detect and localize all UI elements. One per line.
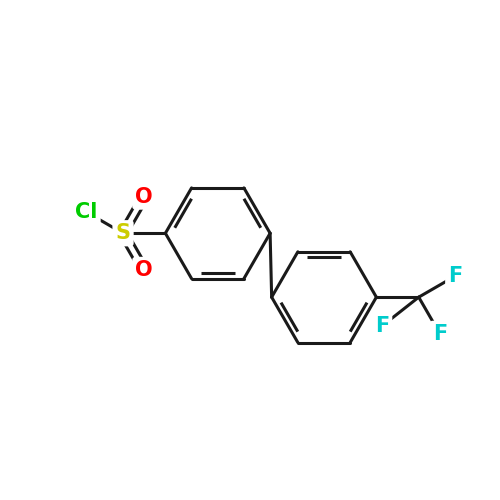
Text: F: F	[433, 324, 447, 344]
Text: O: O	[136, 186, 153, 206]
Text: S: S	[116, 223, 130, 244]
Text: Cl: Cl	[75, 202, 98, 222]
Text: F: F	[448, 266, 462, 286]
Text: O: O	[136, 260, 153, 280]
Text: F: F	[375, 316, 389, 336]
